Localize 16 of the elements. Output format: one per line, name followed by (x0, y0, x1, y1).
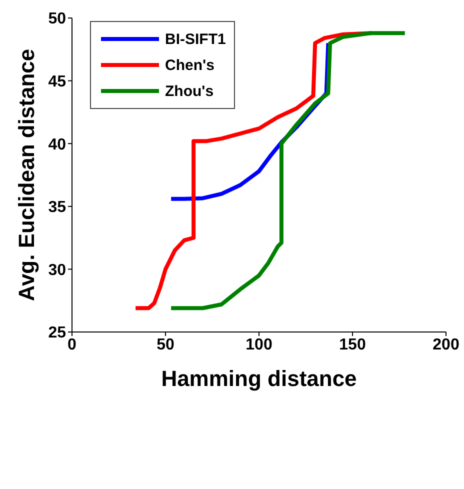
x-tick-label: 0 (68, 336, 77, 354)
y-tick-label: 35 (48, 199, 66, 216)
x-tick-label: 50 (156, 336, 174, 354)
y-tick-label: 50 (48, 10, 66, 28)
legend-label: Chen's (165, 56, 214, 74)
y-tick-label: 45 (48, 73, 66, 90)
x-tick-label: 150 (339, 336, 366, 354)
legend-label: Zhou's (165, 82, 214, 100)
x-tick-label: 200 (432, 336, 460, 354)
legend-label: BI-SIFT1 (165, 30, 226, 48)
x-axis-title: Hamming distance (161, 366, 357, 391)
x-tick-label: 100 (246, 336, 272, 354)
y-tick-label: 40 (48, 136, 66, 154)
y-axis-title: Avg. Euclidean distance (14, 48, 39, 302)
y-tick-label: 25 (48, 324, 66, 342)
y-tick-label: 30 (48, 262, 66, 279)
